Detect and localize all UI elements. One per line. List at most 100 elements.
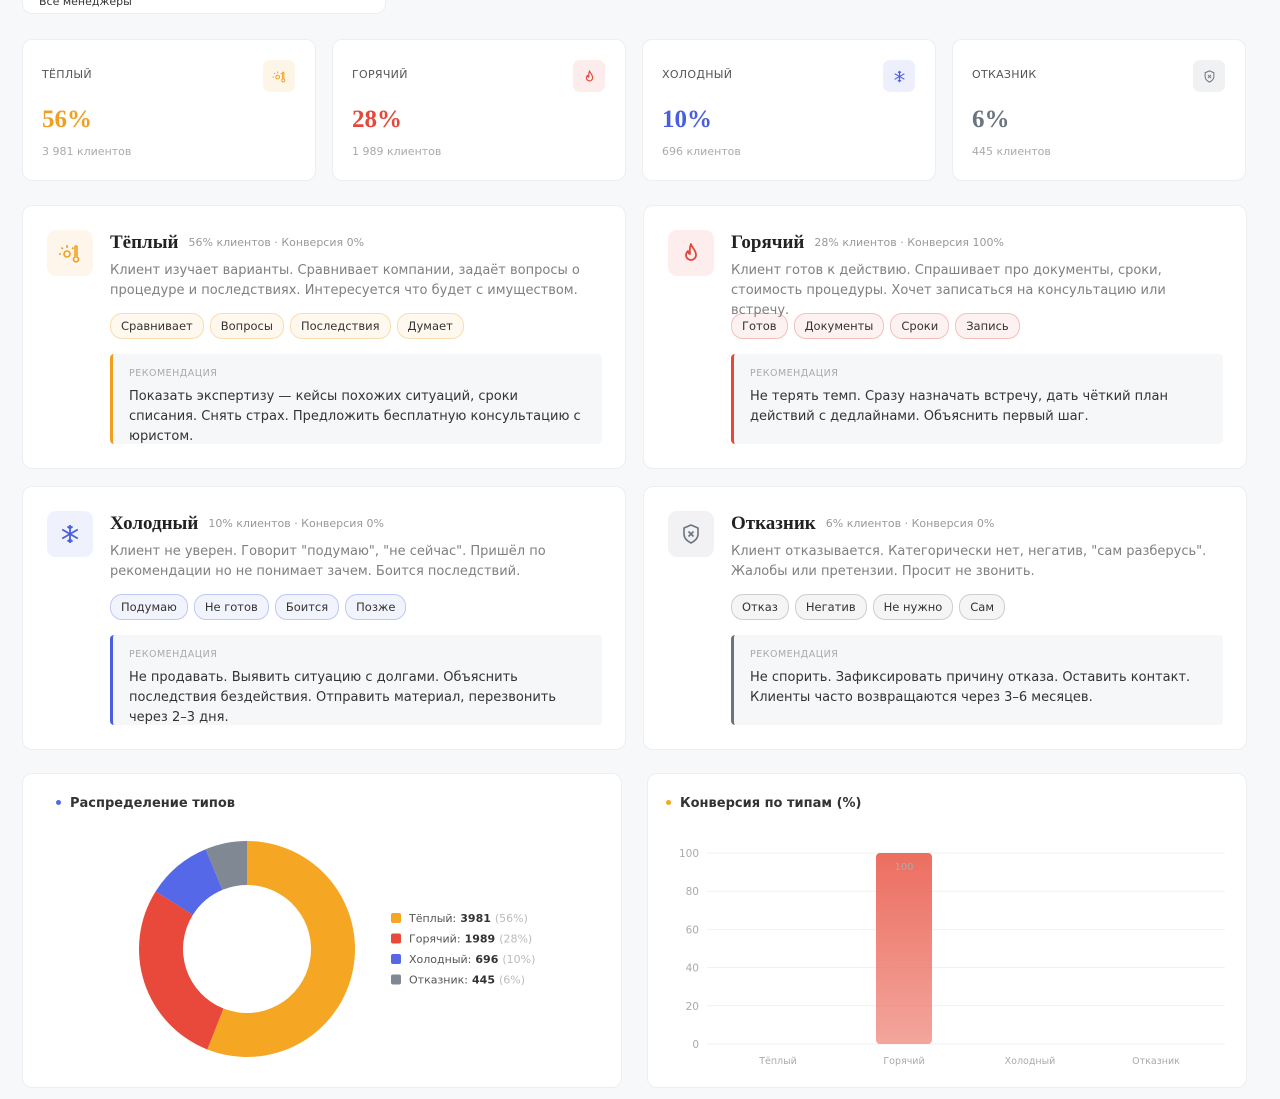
legend-percent: (6%) xyxy=(499,974,525,987)
stat-card: ХОЛОДНЫЙ 10% 696 клиентов xyxy=(642,39,936,181)
stat-value: 56% xyxy=(42,106,92,133)
chart: 0 20 40 60 80 100 Тёплый Горячий 100 Холодный Отка… xyxy=(679,848,1225,1067)
recommendation-label: РЕКОМЕНДАЦИЯ xyxy=(129,649,218,660)
tag: Последствия xyxy=(289,313,391,339)
type-meta: 10% клиентов · Конверсия 0% xyxy=(208,517,384,530)
type-name: Отказник xyxy=(731,513,816,534)
stat-clients: 445 клиентов xyxy=(972,145,1051,158)
stat-clients: 696 клиентов xyxy=(662,145,741,158)
legend-value: 445 xyxy=(472,974,495,987)
stat-card: ТЁПЛЫЙ 56% 3 981 клиентов xyxy=(22,39,316,181)
icon xyxy=(272,71,285,82)
stat-icon xyxy=(883,60,915,92)
recommendation: РЕКОМЕНДАЦИЯ Не спорить. Зафиксировать пр… xyxy=(731,635,1223,725)
tag: Сроки xyxy=(890,313,950,339)
tag-list: Готов Документы Сроки Запись xyxy=(731,313,1020,339)
pie-slice xyxy=(139,891,224,1050)
pie-slice xyxy=(207,841,356,1057)
tag-list: Сравнивает Вопросы Последствия Думает xyxy=(110,313,464,339)
y-tick-label: 60 xyxy=(686,924,699,936)
legend-name: Холодный xyxy=(409,953,468,966)
type-meta: 56% клиентов · Конверсия 0% xyxy=(188,236,365,249)
tag: Позже xyxy=(345,594,407,620)
legend-swatch xyxy=(391,974,401,985)
type-name: Тёплый xyxy=(110,232,179,253)
tag: Запись xyxy=(955,313,1020,339)
stat-card: ОТКАЗНИК 6% 445 клиентов xyxy=(952,39,1246,181)
legend-name: Тёплый xyxy=(408,912,453,925)
type-meta: 6% клиентов · Конверсия 0% xyxy=(825,517,995,530)
recommendation: РЕКОМЕНДАЦИЯ Показать экспертизу — кейсы … xyxy=(110,354,602,444)
manager-filter[interactable]: Все менеджеры xyxy=(22,0,386,14)
tag: Документы xyxy=(793,313,885,339)
legend-percent: (56%) xyxy=(495,912,528,925)
legend-percent: (10%) xyxy=(502,953,535,966)
tag: Боится xyxy=(274,594,340,620)
type-description: Клиент готов к действию. Спрашивает про … xyxy=(731,263,1166,318)
legend-value: 696 xyxy=(475,953,498,966)
y-tick-label: 40 xyxy=(686,963,699,975)
tag: Сам xyxy=(959,594,1006,620)
type-title: Холодный 10% клиентов · Конверсия 0% xyxy=(110,513,384,535)
sep: : xyxy=(453,912,457,925)
x-tick-label: Отказник xyxy=(1132,1056,1180,1067)
legend-entry: Отказник:445 (6%) xyxy=(409,974,525,987)
recommendation-label: РЕКОМЕНДАЦИЯ xyxy=(129,368,218,379)
legend-entry: Холодный:696 (10%) xyxy=(409,953,535,966)
legend-value: 1989 xyxy=(465,933,496,946)
icon xyxy=(1204,69,1214,83)
y-tick-label: 20 xyxy=(686,1001,699,1013)
recommendation-text: Показать экспертизу — кейсы похожих ситу… xyxy=(129,389,581,444)
type-name: Горячий xyxy=(731,232,805,253)
stat-value: 6% xyxy=(972,106,1010,133)
tag: Готов xyxy=(731,313,788,339)
stat-icon xyxy=(1193,60,1225,92)
icon xyxy=(585,69,593,81)
chart: Тёплый:3981(56%)Горячий:1989(28%)Холодны… xyxy=(139,841,535,1057)
tag-list: Подумаю Не готов Боится Позже xyxy=(110,594,407,620)
chart-title: Распределение типов xyxy=(56,796,235,811)
legend-name: Горячий xyxy=(409,933,457,946)
tag: Не нужно xyxy=(872,594,954,620)
stat-label: ХОЛОДНЫЙ xyxy=(662,68,733,81)
type-card: Холодный 10% клиентов · Конверсия 0% Клиен… xyxy=(22,486,626,750)
tag: Сравнивает xyxy=(110,313,204,339)
recommendation-text: Не терять темп. Сразу назначать встречу,… xyxy=(750,389,1168,424)
chart-card: Конверсия по типам (%) 0 20 40 60 80 100 Тёплый… xyxy=(647,773,1247,1088)
type-description: Клиент изучает варианты. Сравнивает комп… xyxy=(110,263,580,298)
filter-label: Все менеджеры xyxy=(39,0,132,8)
icon xyxy=(685,243,697,261)
legend-name: Отказник xyxy=(409,974,465,987)
stat-label: ТЁПЛЫЙ xyxy=(42,68,92,81)
type-title: Тёплый 56% клиентов · Конверсия 0% xyxy=(110,232,364,254)
legend-percent: (28%) xyxy=(499,933,532,946)
stat-icon xyxy=(573,60,605,92)
chart-title-text: Конверсия по типам (%) xyxy=(680,796,862,811)
icon xyxy=(61,525,79,543)
value-label: 100 xyxy=(894,862,913,873)
tag-list: Отказ Негатив Не нужно Сам xyxy=(731,594,1006,620)
legend-entry: Горячий:1989(28%) xyxy=(409,933,532,946)
type-name: Холодный xyxy=(110,513,199,534)
tag: Думает xyxy=(396,313,464,339)
pie-slice xyxy=(205,841,247,890)
bar xyxy=(876,853,932,1044)
chart-card: Распределение типовТёплый:3981(56%)Горяч… xyxy=(22,773,622,1088)
recommendation-text: Не продавать. Выявить ситуацию с долгами… xyxy=(129,670,557,725)
type-title: Горячий 28% клиентов · Конверсия 100% xyxy=(731,232,1004,254)
type-icon xyxy=(47,511,93,557)
pie-slice xyxy=(155,849,223,915)
recommendation: РЕКОМЕНДАЦИЯ Не продавать. Выявить ситуац… xyxy=(110,635,602,725)
x-tick-label: Тёплый xyxy=(758,1056,797,1067)
recommendation-text: Не спорить. Зафиксировать причину отказа… xyxy=(750,670,1191,705)
y-tick-label: 100 xyxy=(679,848,699,860)
type-icon xyxy=(668,511,714,557)
type-description: Клиент не уверен. Говорит "подумаю", "не… xyxy=(110,544,546,579)
chart-title: Конверсия по типам (%) xyxy=(666,796,861,811)
sep: : xyxy=(468,953,472,966)
chart-title-text: Распределение типов xyxy=(70,796,235,811)
type-card: Отказник 6% клиентов · Конверсия 0% Клиент… xyxy=(643,486,1247,750)
sep: : xyxy=(464,974,468,987)
legend-value: 3981 xyxy=(460,912,491,925)
